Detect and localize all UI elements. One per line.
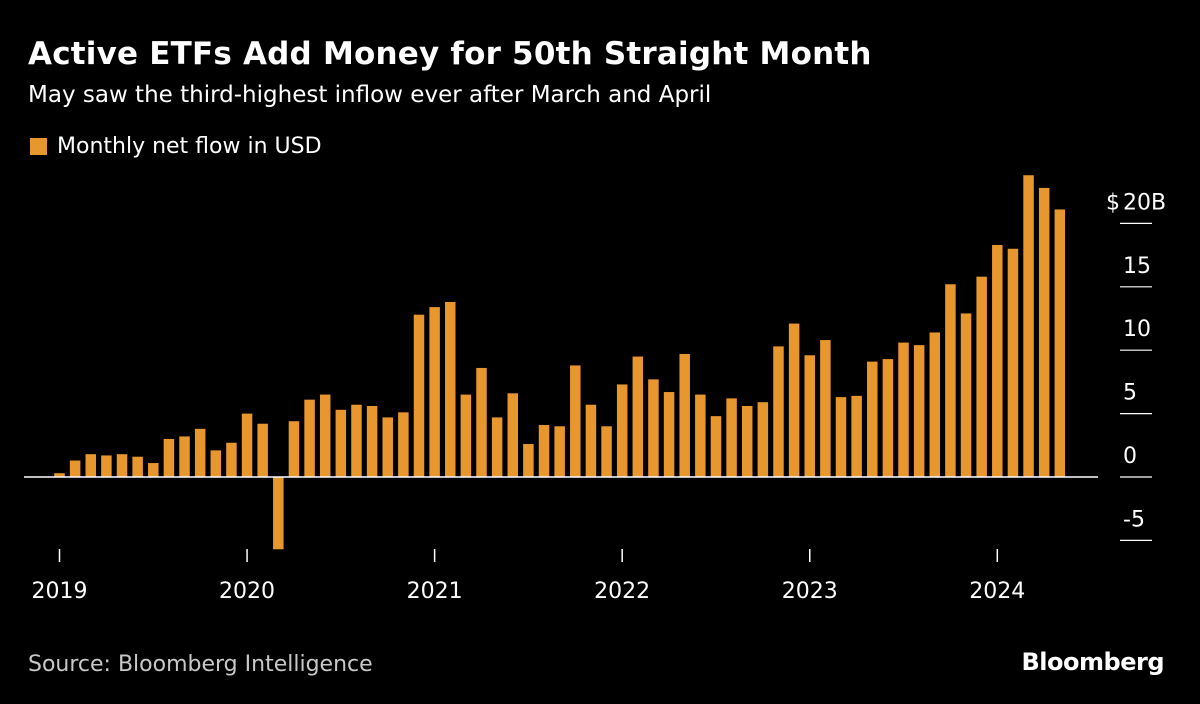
bar-2019-06 — [132, 456, 143, 477]
legend-label: Monthly net flow in USD — [57, 134, 322, 159]
bar-2020-05 — [304, 399, 315, 477]
bar-2021-06 — [507, 393, 519, 477]
bar-2019-03 — [85, 454, 97, 477]
y-tick-label--5: -5 — [1123, 507, 1145, 532]
bar-2022-02 — [632, 356, 644, 477]
bar-2020-08 — [351, 404, 362, 477]
bar-2022-10 — [757, 402, 769, 477]
bar-2023-05 — [867, 361, 878, 477]
bar-2019-08 — [163, 438, 175, 477]
y-tick-label-5: 5 — [1123, 381, 1137, 406]
legend-swatch — [30, 138, 47, 155]
bar-2019-05 — [116, 454, 128, 477]
bar-2021-10 — [570, 365, 581, 477]
bar-2022-07 — [710, 416, 722, 477]
source-note: Source: Bloomberg Intelligence — [28, 652, 373, 677]
bar-2022-08 — [726, 398, 737, 477]
y-tick-label-20: 20B — [1123, 190, 1166, 215]
bar-2019-11 — [210, 450, 222, 477]
legend: Monthly net flow in USD — [30, 134, 322, 159]
bar-2022-09 — [741, 405, 753, 477]
bar-2022-04 — [663, 392, 675, 477]
bar-2024-01 — [992, 244, 1003, 477]
bar-2019-12 — [226, 442, 237, 477]
bar-2021-04 — [476, 367, 487, 477]
bar-2022-03 — [648, 379, 659, 477]
chart-title: Active ETFs Add Money for 50th Straight … — [28, 36, 872, 72]
bar-2020-04 — [288, 421, 300, 477]
bar-2021-11 — [585, 404, 597, 477]
bar-2019-07 — [148, 463, 159, 477]
bar-2023-06 — [882, 359, 894, 477]
bar-2021-07 — [523, 444, 534, 477]
bar-2020-12 — [413, 314, 425, 477]
bar-2019-09 — [179, 436, 190, 477]
bar-2024-04 — [1038, 187, 1050, 477]
bar-2022-01 — [616, 384, 628, 477]
x-tick-label-2021: 2021 — [407, 579, 463, 604]
bar-2022-11 — [773, 346, 784, 477]
y-tick-label-10: 10 — [1123, 317, 1151, 342]
bar-2020-10 — [382, 417, 393, 477]
bar-2019-01 — [54, 473, 65, 477]
bar-2023-12 — [976, 276, 987, 477]
bar-2020-07 — [335, 409, 347, 477]
bar-2020-11 — [398, 412, 409, 477]
bar-2024-05 — [1054, 209, 1066, 477]
x-tick-label-2019: 2019 — [32, 579, 88, 604]
x-tick-label-2023: 2023 — [782, 579, 838, 604]
bar-2019-04 — [101, 455, 112, 477]
y-unit-label: $ — [1106, 190, 1120, 215]
bar-2020-01 — [241, 413, 253, 477]
bar-2022-05 — [679, 354, 690, 477]
bar-2021-08 — [538, 425, 550, 477]
bar-2021-01 — [429, 307, 440, 477]
bloomberg-logo: Bloomberg — [1021, 648, 1165, 676]
bar-2024-03 — [1023, 175, 1034, 477]
y-tick-label-0: 0 — [1123, 444, 1137, 469]
x-tick-label-2022: 2022 — [594, 579, 650, 604]
bar-2023-11 — [960, 313, 972, 477]
bar-2022-06 — [695, 394, 706, 477]
chart-subtitle: May saw the third-highest inflow ever af… — [28, 82, 712, 108]
bar-2021-02 — [445, 302, 456, 477]
bar-2023-08 — [913, 345, 925, 477]
bar-2021-05 — [491, 417, 503, 477]
bar-2023-01 — [804, 355, 815, 477]
bar-2021-12 — [601, 426, 612, 477]
bar-2020-09 — [366, 405, 378, 477]
bar-2023-04 — [851, 395, 862, 477]
bar-2024-02 — [1007, 248, 1019, 477]
x-tick-label-2024: 2024 — [969, 579, 1025, 604]
bar-2020-02 — [257, 423, 268, 477]
bar-2021-03 — [460, 394, 472, 477]
bar-2023-10 — [945, 284, 956, 477]
bar-2019-02 — [69, 460, 81, 477]
bar-2020-06 — [319, 394, 331, 477]
bar-2023-03 — [835, 397, 847, 477]
y-tick-label-15: 15 — [1123, 254, 1151, 279]
bar-2022-12 — [788, 323, 800, 477]
bar-2023-07 — [898, 342, 909, 477]
bar-2019-10 — [194, 428, 206, 477]
bar-2023-09 — [929, 332, 941, 477]
bar-2021-09 — [554, 426, 565, 477]
bar-2023-02 — [820, 340, 831, 477]
x-tick-label-2020: 2020 — [219, 579, 275, 604]
bar-2020-03 — [273, 477, 284, 550]
